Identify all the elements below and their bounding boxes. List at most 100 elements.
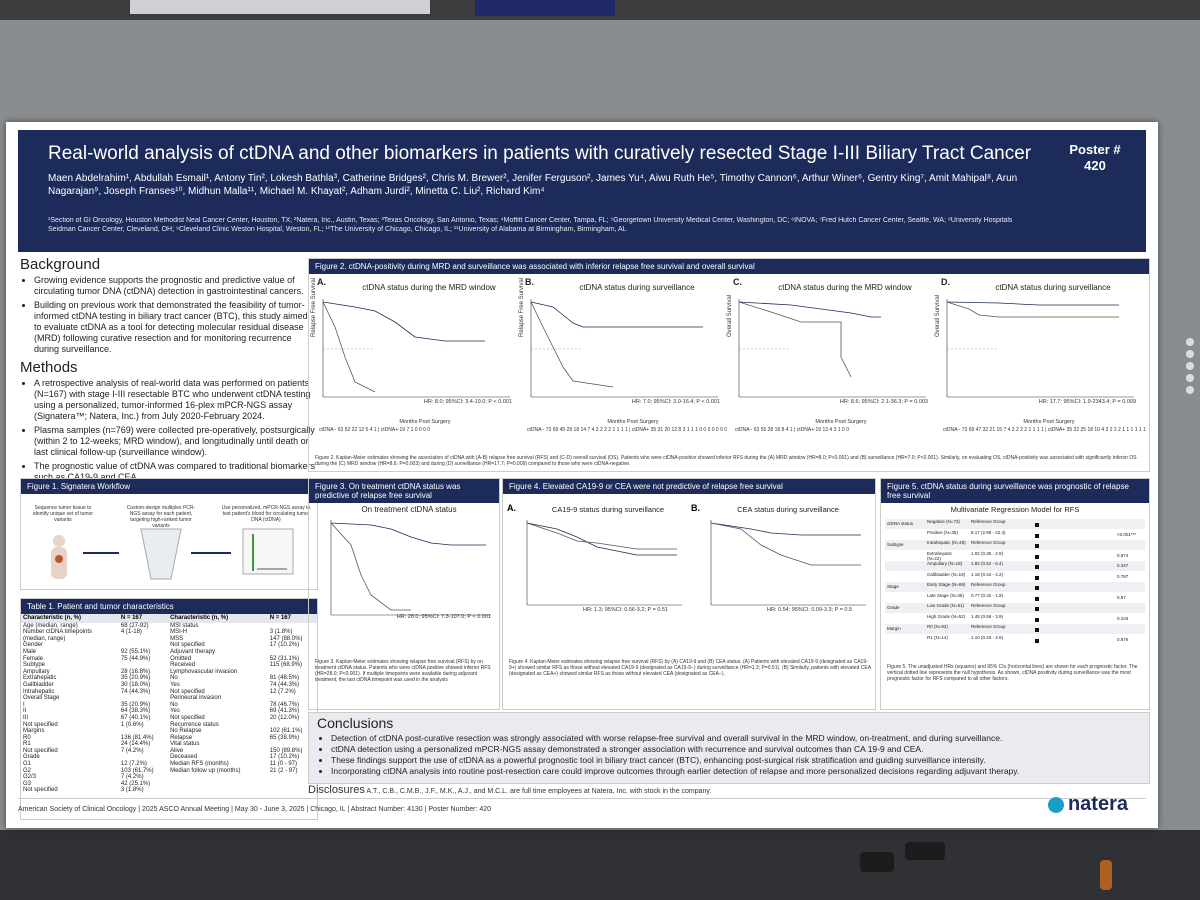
forest-row: Gallbladder (N=19) 1.18 (0.34 - 4.2) 0.787	[885, 572, 1145, 582]
table-cell: Adjuvant therapy	[170, 648, 216, 655]
survival-curve	[530, 301, 703, 328]
panel-label: B.	[691, 503, 700, 513]
table-row: Extrahepatic 35 (20.9%) No 81 (48.5%)	[21, 675, 317, 682]
figure-3-plot-title: On treatment ctDNA status	[361, 505, 457, 514]
table-cell: 21 (2 - 97)	[269, 767, 298, 774]
affiliations: ¹Section of GI Oncology, Houston Methodi…	[48, 217, 1013, 233]
table-cell: 42 (25.1%)	[120, 780, 151, 787]
forest-row: Positive (N=35) 8.17 (2.98 - 22.4) <0.001*…	[885, 530, 1145, 540]
table-1-title: Table 1. Patient and tumor characteristi…	[21, 599, 317, 614]
table-cell: 35 (20.9%)	[120, 701, 151, 708]
forest-variable: Stage	[887, 584, 899, 589]
list-item: Detection of ctDNA post-curative resecti…	[331, 733, 1141, 744]
list-item: Plasma samples (n=769) were collected pr…	[34, 425, 316, 458]
table-cell	[119, 728, 168, 735]
table-row: Intrahepatic 74 (44.3%) Not specified 12 (7…	[21, 689, 317, 696]
forest-variable: ctDNA status	[887, 521, 914, 526]
table-cell: Gallbladder	[23, 681, 54, 688]
table-cell: 12 (7.2%)	[120, 761, 147, 768]
column-header: N = 167	[267, 614, 317, 623]
forest-p-value: 0.876	[1117, 636, 1129, 642]
panel-label: A.	[507, 503, 516, 513]
table-row: R1 24 (14.4%) Vital status	[21, 741, 317, 748]
list-item: Incorporating ctDNA analysis into routin…	[331, 766, 1141, 777]
table-cell	[119, 642, 168, 649]
table-cell	[119, 636, 168, 643]
table-cell: Overall Stage	[23, 695, 60, 702]
forest-marker	[1035, 565, 1039, 569]
natera-logo-icon	[1047, 796, 1064, 813]
panel-title: ctDNA status during surveillance	[995, 283, 1111, 292]
disclosures: Disclosures A.T., C.B., C.M.B., J.F., M.…	[308, 784, 711, 796]
list-item: Growing evidence supports the prognostic…	[34, 275, 316, 297]
figure-4-title: Figure 4. Elevated CA19-9 or CEA were no…	[503, 479, 875, 494]
poster-footer: American Society of Clinical Oncology | …	[18, 793, 1146, 821]
survival-curve	[322, 301, 376, 393]
table-cell: 11 (0 - 97)	[269, 761, 298, 768]
forest-estimate: 0.77 (0.32 - 1.9)	[971, 592, 1004, 598]
forest-row: High Grade (N=52) 1.48 (0.56 - 3.9) 0.433	[885, 614, 1145, 624]
figure-4-caption: Figure 4. Kaplan-Meier estimates showing…	[509, 659, 871, 677]
table-cell: 65 (38.9%)	[269, 734, 300, 741]
table-cell: 68 (27-92)	[120, 622, 149, 629]
forest-level: Positive (N=35)	[927, 529, 958, 535]
table-cell: 30 (18.0%)	[120, 681, 151, 688]
table-cell: 150 (89.8%)	[269, 747, 303, 754]
table-cell: Yes	[170, 681, 180, 688]
x-axis-label: Months Post Surgery	[607, 419, 659, 425]
km-plot	[738, 299, 926, 398]
number-at-risk: ctDNA− 73 69 45 29 18 14 7 4 3 2 2 2 1 1…	[527, 427, 728, 433]
forest-row: Subtype Intrahepatic (N=49) Reference Grou…	[885, 540, 1145, 550]
forest-level: Extrahepatic (N=22)	[927, 550, 953, 561]
table-cell: 78 (46.7%)	[269, 701, 300, 708]
panel-label: B.	[525, 277, 534, 287]
list-item: ctDNA detection using a personalized mPC…	[331, 744, 1141, 755]
forest-marker	[1035, 554, 1039, 559]
table-cell: R1	[23, 741, 31, 748]
table-cell	[168, 781, 268, 788]
figure-2-panel: D. ctDNA status during surveillance Overal…	[935, 277, 1146, 447]
table-cell: Median follow up (months)	[170, 767, 241, 774]
forest-marker	[1035, 596, 1039, 601]
forest-estimate: 1.02 (0.36 - 2.9)	[971, 550, 1004, 556]
table-row: Age (median, range) 68 (27-92) MSI status	[21, 623, 317, 630]
poster-number: Poster # 420	[1060, 142, 1130, 174]
hazard-ratio: HR: 8.0; 95%CI: 3.4-19.0; P < 0.001	[423, 399, 512, 405]
table-cell: III	[23, 714, 29, 721]
figure-3-title: Figure 3. On treatment ctDNA status was …	[309, 479, 499, 503]
table-cell: 74 (44.3%)	[269, 681, 300, 688]
figure-5-caption: Figure 5. The unadjusted HRs (squares) a…	[887, 664, 1138, 682]
list-item: Building on previous work that demonstra…	[34, 300, 316, 355]
table-cell: Median RFS (months)	[170, 761, 229, 768]
table-cell: Recurrence status	[170, 721, 219, 728]
figure-2-caption: Figure 2. Kaplan-Meier estimates showing…	[315, 455, 1137, 467]
table-cell: Margins	[23, 728, 45, 735]
forest-p-value: 0.347	[1117, 563, 1129, 568]
table-row: II 64 (38.3%) Yes 69 (41.3%)	[21, 708, 317, 715]
neighbor-poster-edge	[130, 0, 430, 14]
table-row: Gender Not specified 17 (10.2%)	[21, 642, 317, 649]
table-cell: Not specified	[170, 688, 205, 695]
table-cell: Number ctDNA timepoints	[23, 629, 93, 636]
figure-2-title: Figure 2. ctDNA-positivity during MRD an…	[309, 259, 1149, 274]
table-cell: (median, range)	[23, 635, 66, 642]
figure-3-hr: HR: 28.0; 95%CI: 7.3-107.0; P < 0.001	[396, 614, 491, 620]
poster-title: Real-world analysis of ctDNA and other b…	[48, 143, 1032, 164]
table-1: Table 1. Patient and tumor characteristi…	[20, 598, 318, 820]
forest-marker	[1035, 586, 1039, 590]
figure-2-panel: A. ctDNA status during the MRD window Rela…	[311, 277, 520, 447]
forest-level: Gallbladder (N=19)	[927, 571, 966, 577]
workflow-step: Use personalized, mPCR-NGS assay to test…	[221, 505, 311, 523]
column-header: Characteristic (n, %)	[21, 614, 119, 623]
table-cell: Age (median, range)	[23, 622, 78, 629]
table-row: G2 103 (61.7%) Median follow up (months) 21…	[21, 768, 317, 775]
forest-p-value: 0.57	[1117, 594, 1126, 600]
methods-heading: Methods	[20, 359, 78, 376]
table-cell: 74 (44.3%)	[120, 688, 151, 695]
km-plot	[946, 299, 1134, 398]
logo-text: natera	[1067, 793, 1128, 815]
figure-2-panel: C. ctDNA status during the MRD window Over…	[727, 277, 936, 447]
table-cell: 4 (1-18)	[120, 629, 142, 636]
table-cell: No	[170, 675, 178, 682]
table-cell: Gender	[23, 642, 44, 649]
